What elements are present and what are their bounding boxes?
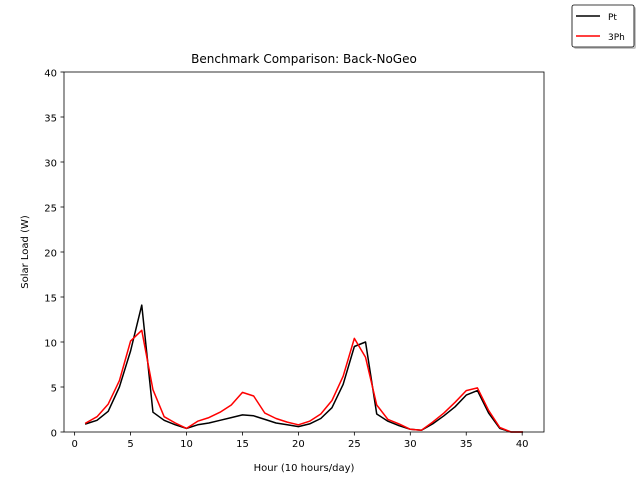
y-tick-label: 20 xyxy=(44,249,57,260)
y-tick-label: 10 xyxy=(44,339,57,350)
x-tick-label: 15 xyxy=(236,439,249,450)
y-tick-label: 25 xyxy=(44,204,57,215)
x-tick-label: 5 xyxy=(127,439,133,450)
y-tick-label: 40 xyxy=(44,69,57,80)
y-axis-label: Solar Load (W) xyxy=(20,215,31,289)
plot-area: 0 5 10 15 20 25 30 35 40 0 5 10 15 20 25 30 35 40 xyxy=(44,69,545,450)
series-line-pt xyxy=(84,304,523,433)
y-tick-label: 0 xyxy=(51,429,57,440)
x-tick-label: 25 xyxy=(348,439,361,450)
axes-frame xyxy=(63,71,545,433)
y-tick-label: 15 xyxy=(44,294,57,305)
x-tick-label: 0 xyxy=(71,439,77,450)
x-axis-label: Hour (10 hours/day) xyxy=(254,463,355,474)
x-tick-label: 10 xyxy=(180,439,193,450)
x-tick-label: 40 xyxy=(516,439,529,450)
x-tick-label: 35 xyxy=(460,439,473,450)
legend: Pt 3Ph xyxy=(571,4,636,49)
y-tick-label: 30 xyxy=(44,159,57,170)
y-tick-label: 5 xyxy=(51,384,57,395)
y-tick-label: 35 xyxy=(44,114,57,125)
chart-title: Benchmark Comparison: Back-NoGeo xyxy=(191,52,417,66)
series-line-3ph xyxy=(84,329,523,433)
x-tick-label: 30 xyxy=(404,439,417,450)
x-tick-label: 20 xyxy=(292,439,305,450)
legend-label-3ph: 3Ph xyxy=(608,33,625,43)
legend-label-pt: Pt xyxy=(608,13,617,23)
